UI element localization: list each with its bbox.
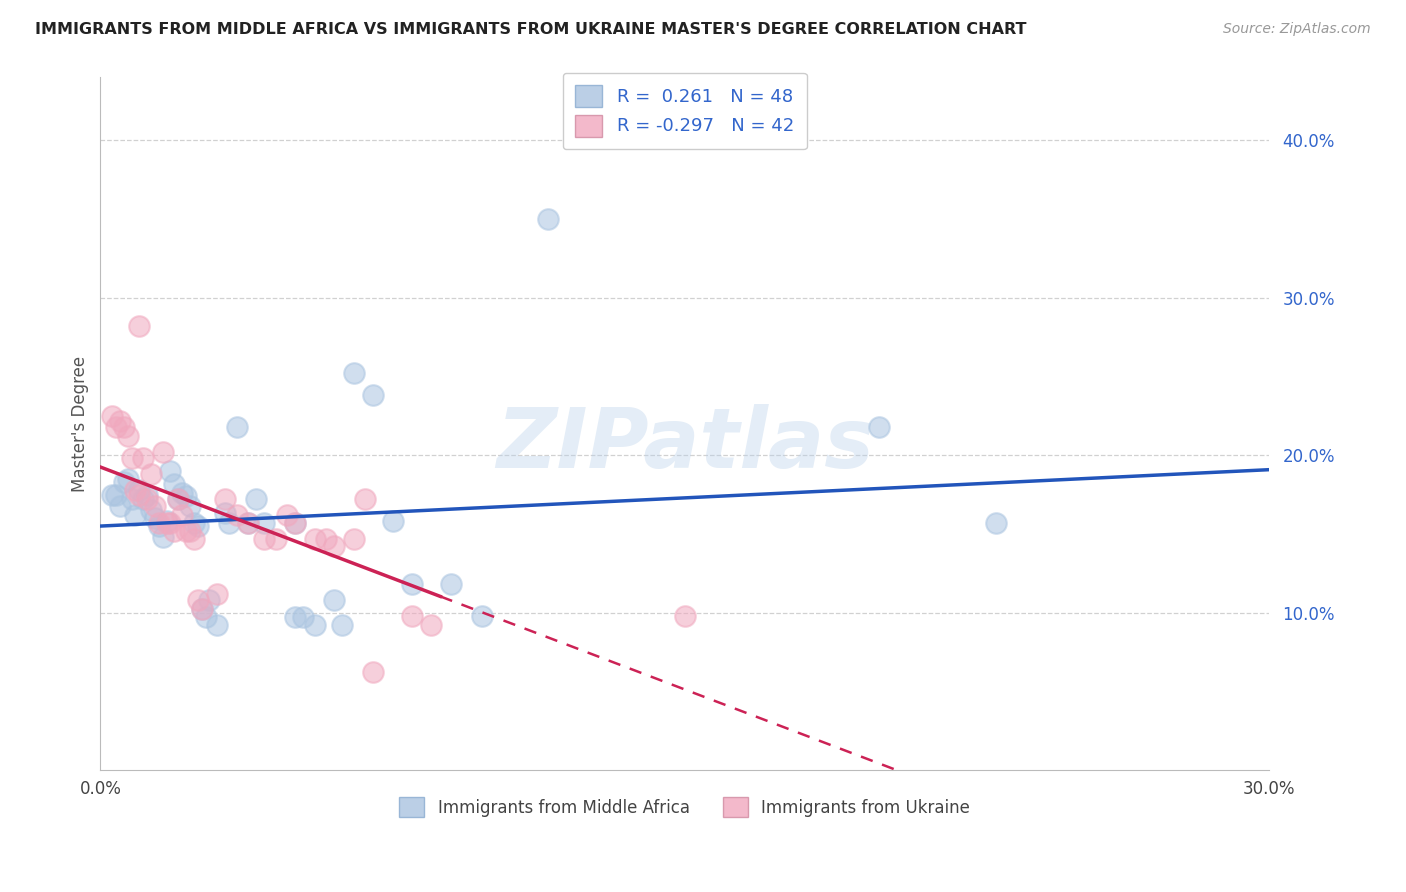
Point <box>284 516 307 530</box>
Point <box>225 508 247 522</box>
Point <box>128 487 150 501</box>
Point <box>214 492 236 507</box>
Point <box>381 514 404 528</box>
Point <box>139 467 162 481</box>
Point <box>108 499 131 513</box>
Point <box>253 516 276 530</box>
Point <box>167 492 190 507</box>
Point <box>673 608 696 623</box>
Point <box>342 367 364 381</box>
Point <box>124 483 146 497</box>
Point <box>136 492 159 507</box>
Point <box>136 487 159 501</box>
Point <box>155 514 177 528</box>
Point <box>276 508 298 522</box>
Point <box>143 499 166 513</box>
Point <box>132 451 155 466</box>
Point <box>205 618 228 632</box>
Point <box>117 472 139 486</box>
Point <box>354 492 377 507</box>
Point <box>148 519 170 533</box>
Point <box>152 445 174 459</box>
Point <box>101 487 124 501</box>
Point <box>401 577 423 591</box>
Point <box>869 420 891 434</box>
Point <box>198 593 221 607</box>
Point <box>152 530 174 544</box>
Point <box>132 492 155 507</box>
Point <box>205 587 228 601</box>
Point <box>163 476 186 491</box>
Point <box>155 516 177 530</box>
Point <box>440 577 463 591</box>
Point <box>167 492 190 507</box>
Point <box>361 388 384 402</box>
Point <box>101 409 124 423</box>
Point <box>218 516 240 530</box>
Point <box>183 516 205 530</box>
Point <box>245 492 267 507</box>
Legend: Immigrants from Middle Africa, Immigrants from Ukraine: Immigrants from Middle Africa, Immigrant… <box>392 790 977 824</box>
Point <box>214 507 236 521</box>
Point <box>284 610 307 624</box>
Point <box>187 593 209 607</box>
Text: Source: ZipAtlas.com: Source: ZipAtlas.com <box>1223 22 1371 37</box>
Point <box>143 511 166 525</box>
Point <box>284 516 307 530</box>
Point <box>304 618 326 632</box>
Point <box>104 420 127 434</box>
Text: ZIPatlas: ZIPatlas <box>496 404 873 485</box>
Point <box>124 508 146 522</box>
Point <box>361 665 384 680</box>
Point <box>471 608 494 623</box>
Point <box>174 489 197 503</box>
Point <box>291 610 314 624</box>
Point <box>112 475 135 489</box>
Point <box>179 499 201 513</box>
Y-axis label: Master's Degree: Master's Degree <box>72 356 89 491</box>
Point <box>190 602 212 616</box>
Point <box>323 540 346 554</box>
Point <box>264 532 287 546</box>
Point <box>190 602 212 616</box>
Point <box>304 532 326 546</box>
Point <box>238 516 260 530</box>
Point <box>128 483 150 497</box>
Point <box>139 503 162 517</box>
Point <box>174 524 197 538</box>
Point <box>420 618 443 632</box>
Point <box>323 593 346 607</box>
Point <box>159 516 181 530</box>
Point <box>104 487 127 501</box>
Point <box>179 524 201 538</box>
Point <box>253 532 276 546</box>
Point <box>163 524 186 538</box>
Text: IMMIGRANTS FROM MIDDLE AFRICA VS IMMIGRANTS FROM UKRAINE MASTER'S DEGREE CORRELA: IMMIGRANTS FROM MIDDLE AFRICA VS IMMIGRA… <box>35 22 1026 37</box>
Point <box>108 413 131 427</box>
Point <box>121 492 143 507</box>
Point <box>117 429 139 443</box>
Point <box>315 532 337 546</box>
Point <box>121 451 143 466</box>
Point <box>172 486 194 500</box>
Point <box>187 519 209 533</box>
Point <box>238 516 260 530</box>
Point <box>330 618 353 632</box>
Point <box>112 420 135 434</box>
Point <box>148 516 170 530</box>
Point <box>159 464 181 478</box>
Point <box>986 516 1008 530</box>
Point <box>537 212 560 227</box>
Point <box>401 608 423 623</box>
Point <box>342 532 364 546</box>
Point <box>172 508 194 522</box>
Point <box>225 420 247 434</box>
Point <box>183 532 205 546</box>
Point <box>194 610 217 624</box>
Point <box>128 319 150 334</box>
